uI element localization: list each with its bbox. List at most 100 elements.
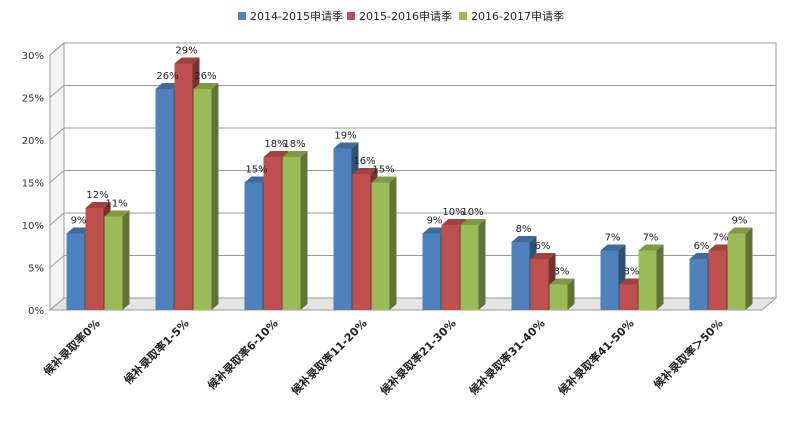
bar-side [300,151,308,310]
bar-front [511,242,530,310]
bar-front [708,250,727,310]
bar-front [333,148,352,310]
data-label: 16% [353,156,375,167]
bar-front [66,233,85,310]
bar-top [441,219,467,225]
category-label: 候补录取率11-20% [288,316,369,397]
y-tick-label: 20% [22,136,44,147]
bar-front [155,89,174,310]
category-label: 候补录取率1-5% [121,316,192,387]
bar [549,278,575,310]
bar-front [600,250,619,310]
legend-label: 2015-2016申请季 [359,10,452,23]
bar-front [352,174,371,310]
bar [193,83,219,310]
data-label: 7% [605,233,621,244]
bar-top [174,57,200,64]
category-label: 候补录取率0% [41,316,103,378]
y-tick-label: 25% [22,94,44,105]
bar-top [244,176,270,183]
legend-label: 2014-2015申请季 [250,10,343,23]
bar-top [371,176,397,183]
legend: 2014-2015申请季 2015-2016申请季 2016-2017申请季 [238,10,564,23]
data-label: 6% [535,241,551,252]
bar-side [211,83,219,310]
data-label: 8% [516,224,532,235]
data-label: 26% [194,71,216,82]
data-label: 15% [245,165,267,176]
data-label: 15% [372,165,394,176]
bar-top [333,142,359,149]
bar-top [511,236,537,242]
y-tick-label: 30% [22,51,44,62]
bar-top [282,151,308,157]
legend-swatch [238,12,246,20]
y-tick-label: 5% [28,264,44,275]
legend-label: 2016-2017申请季 [471,10,564,23]
bar-top [600,244,626,251]
bar-front [85,208,104,310]
data-label: 10% [461,207,483,218]
data-labels: 9%12%11%26%29%26%15%18%18%19%16%15%9%10%… [71,46,748,278]
bar-top [422,227,448,234]
bar-top [727,227,753,234]
bar-front [619,284,638,310]
bar-top [66,227,92,234]
bar-top [85,202,111,208]
category-label: 候补录取率31-40% [466,316,547,397]
y-tick-label: 15% [22,179,44,190]
bar-front [193,89,212,310]
bar [511,236,537,310]
bar-side [478,219,486,310]
data-label: 18% [264,139,286,150]
bar-front [371,182,390,310]
bar-front [460,225,479,310]
gridline [49,170,776,183]
bar-front [244,182,263,310]
data-label: 12% [86,190,108,201]
y-axis: 0% 5% 10% 15% 20% 25% 30% [22,51,51,317]
bar-side [745,227,753,310]
legend-swatch [347,12,355,20]
bar-top [549,278,575,285]
bar-top [619,278,645,285]
bar-top [460,219,486,225]
bar [460,219,486,310]
data-label: 7% [713,233,729,244]
bar [727,227,753,310]
gridline [49,212,776,226]
bar-front [174,63,193,310]
bar-front [549,284,568,310]
bar-top [104,210,130,217]
bar-top [155,83,181,89]
gridlines [49,42,776,268]
bar-front [689,259,708,310]
data-label: 19% [334,131,356,142]
bar-top [193,83,219,89]
data-label: 26% [156,71,178,82]
data-label: 9% [427,216,443,227]
bar-front [530,259,549,310]
legend-item: 2015-2016申请季 [347,10,452,23]
data-label: 9% [732,216,748,227]
bar-front [282,157,301,310]
legend-swatch [459,12,467,20]
data-label: 3% [554,267,570,278]
data-label: 3% [624,267,640,278]
bar [282,151,308,310]
bars [66,57,753,310]
gridline [49,85,776,98]
bar-side [656,244,664,310]
category-label: 候补录取率6-10% [205,316,281,392]
bar-front [441,225,460,310]
data-label: 18% [283,139,305,150]
data-label: 9% [71,216,87,227]
bar-side [567,278,575,310]
bar-top [689,253,715,259]
bar-top [263,151,289,157]
x-axis: 候补录取率0% 候补录取率1-5% 候补录取率6-10% 候补录取率11-20% 候补录… [41,316,726,397]
gridline [49,127,776,141]
data-label: 29% [175,46,197,57]
category-label: 候补录取率21-30% [377,316,458,397]
bar-front [638,250,657,310]
